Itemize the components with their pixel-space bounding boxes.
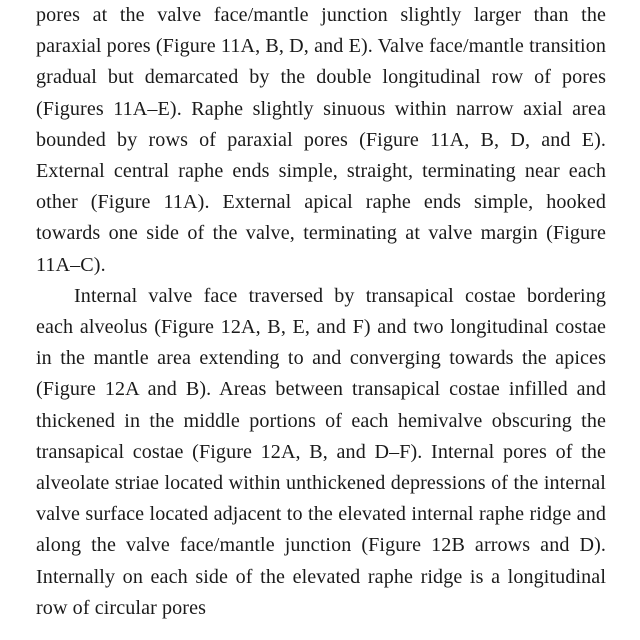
paragraph-2: Internal valve face traversed by transap… bbox=[36, 281, 606, 624]
paragraph-1: pores at the valve face/mantle junction … bbox=[36, 0, 606, 281]
page-body: pores at the valve face/mantle junction … bbox=[0, 0, 640, 640]
